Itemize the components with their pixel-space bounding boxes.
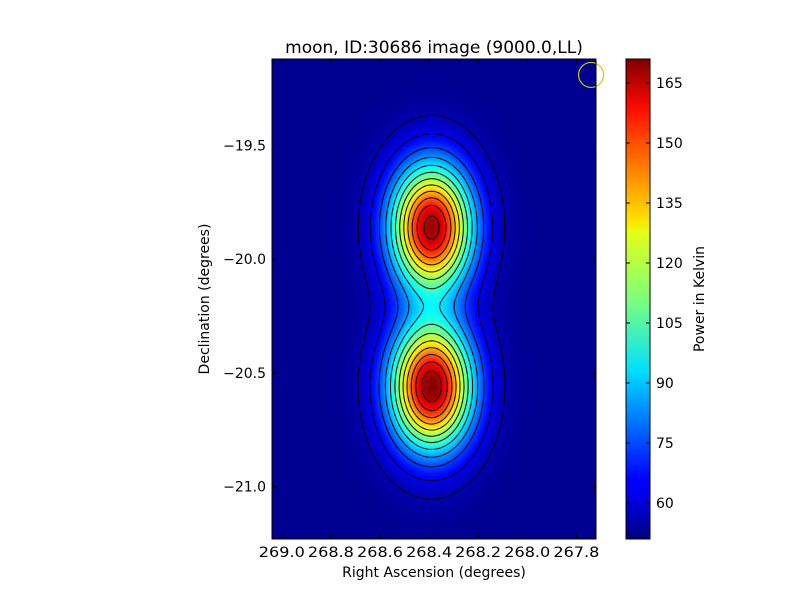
chart-title: moon, ID:30686 image (9000.0,LL) xyxy=(285,38,583,58)
heatmap-raster xyxy=(272,59,596,539)
colorbar-tick-label: 120 xyxy=(656,256,683,272)
contour-lines xyxy=(357,114,506,500)
colorbar: 60 75 90 105 120 135 150 165 Power in Kelvin xyxy=(625,58,708,540)
y-tick-label: −20.5 xyxy=(223,366,266,382)
x-tick-label: 268.6 xyxy=(357,545,403,561)
contour-line xyxy=(410,197,453,419)
colorbar-tick-label: 90 xyxy=(656,376,674,392)
x-tick-label: 268.4 xyxy=(406,545,452,561)
contour-line xyxy=(369,133,494,482)
colorbar-tick-label: 135 xyxy=(656,196,683,212)
y-tick-label: −19.5 xyxy=(223,138,266,154)
y-axis: −19.5 −20.0 −20.5 −21.0 xyxy=(223,138,596,496)
y-tick-label: −20.0 xyxy=(223,252,266,268)
colorbar-tick-label: 75 xyxy=(656,436,674,452)
plot-frame xyxy=(271,58,597,540)
contour-line xyxy=(378,147,485,468)
contour-line xyxy=(357,114,506,500)
colorbar-tick-label: 150 xyxy=(656,136,683,152)
x-tick-label: 268.2 xyxy=(455,545,501,561)
x-tick-label: 269.0 xyxy=(259,545,305,561)
contour-line xyxy=(398,178,465,437)
x-tick-label: 268.0 xyxy=(504,545,550,561)
colorbar-label: Power in Kelvin xyxy=(692,246,708,352)
contour-line xyxy=(406,190,457,425)
x-axis: 269.0 268.8 268.6 268.4 268.2 268.0 267.8 xyxy=(259,59,599,561)
y-axis-label: Declination (degrees) xyxy=(197,224,213,375)
colorbar-tick-label: 60 xyxy=(656,496,674,512)
colorbar-tick-label: 165 xyxy=(656,76,683,92)
x-tick-label: 267.8 xyxy=(553,545,599,561)
colorbar-tick-label: 105 xyxy=(656,316,683,332)
x-tick-label: 268.8 xyxy=(308,545,354,561)
contour-line xyxy=(384,156,479,458)
colorbar-ticks: 60 75 90 105 120 135 150 165 xyxy=(626,76,683,512)
contour-line xyxy=(394,171,469,444)
beam-circle xyxy=(577,61,605,89)
plot-area xyxy=(271,58,605,540)
colorbar-gradient xyxy=(625,58,651,540)
y-tick-label: −21.0 xyxy=(223,480,266,496)
contour-line xyxy=(421,215,442,403)
contour-line xyxy=(402,184,461,431)
contour-line xyxy=(415,204,448,412)
contour-line xyxy=(390,164,474,450)
heatmap-image xyxy=(272,59,596,539)
x-axis-label: Right Ascension (degrees) xyxy=(342,565,526,581)
